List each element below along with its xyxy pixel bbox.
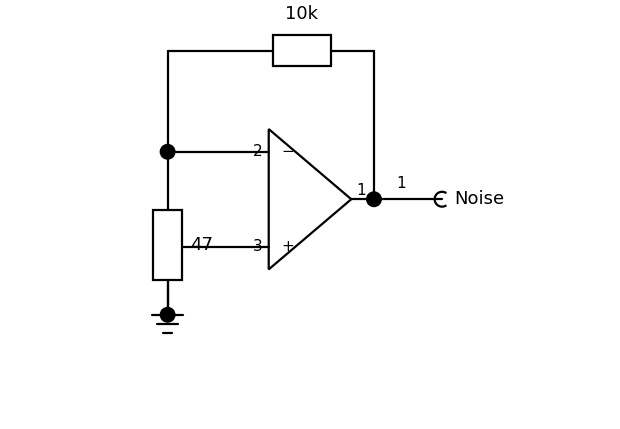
Text: 2: 2 xyxy=(253,144,262,159)
Bar xyxy=(273,35,330,66)
Circle shape xyxy=(161,308,175,322)
Bar xyxy=(153,209,182,280)
Text: 1: 1 xyxy=(396,176,405,191)
Circle shape xyxy=(366,192,381,206)
Text: 10k: 10k xyxy=(285,5,318,23)
Text: −: − xyxy=(281,144,294,159)
Text: 47: 47 xyxy=(190,236,213,254)
Text: Noise: Noise xyxy=(454,190,505,208)
Text: +: + xyxy=(281,239,294,254)
Text: 1: 1 xyxy=(356,183,366,198)
Circle shape xyxy=(161,145,175,159)
Text: 3: 3 xyxy=(253,239,262,254)
